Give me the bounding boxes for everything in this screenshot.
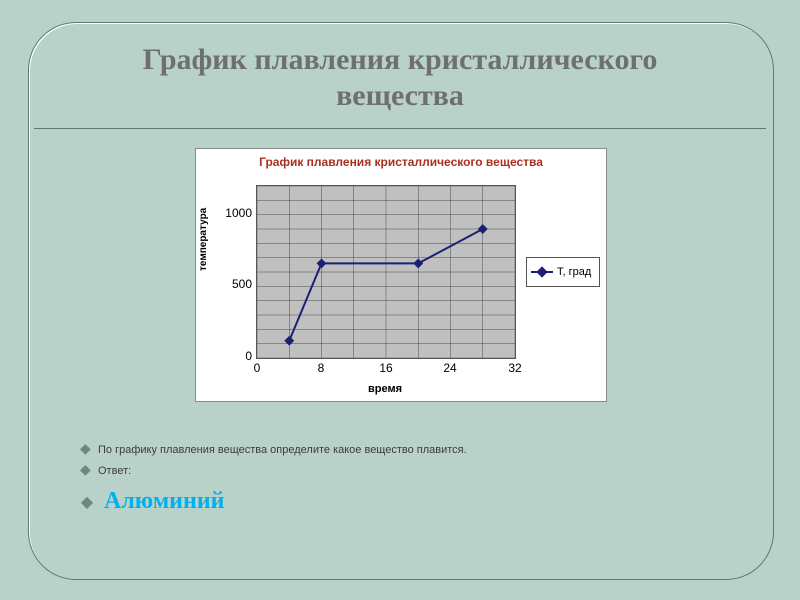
- x-tick: 32: [500, 361, 530, 375]
- bullet-question: ◆ По графику плавления вещества определи…: [80, 440, 720, 457]
- melting-chart: График плавления кристаллического вещест…: [195, 148, 607, 402]
- bullet-answer-value: ◆ Алюминий: [80, 488, 720, 515]
- x-tick: 0: [242, 361, 272, 375]
- title-line-1: График плавления кристаллического: [143, 43, 658, 76]
- bullet-mark-icon: ◆: [80, 492, 94, 512]
- y-tick: 1000: [208, 206, 252, 220]
- x-tick: 8: [306, 361, 336, 375]
- x-tick: 16: [371, 361, 401, 375]
- bullet-mark-icon: ◆: [80, 461, 90, 478]
- gridlines: [257, 186, 515, 358]
- slide-title: График плавления кристаллического вещест…: [80, 42, 720, 114]
- bullet-answer-label: ◆ Ответ:: [80, 461, 720, 478]
- x-axis-label: время: [256, 383, 514, 395]
- legend-swatch: [531, 265, 553, 279]
- answer-text: Алюминий: [104, 488, 224, 515]
- bullet-text: Ответ:: [98, 465, 131, 477]
- bullet-mark-icon: ◆: [80, 440, 90, 457]
- chart-title: График плавления кристаллического вещест…: [196, 155, 606, 169]
- plot-area: [256, 185, 516, 359]
- y-tick: 500: [208, 277, 252, 291]
- bullet-text: По графику плавления вещества определите…: [98, 444, 467, 456]
- chart-svg: [257, 186, 515, 358]
- title-underline: [34, 128, 766, 129]
- title-line-2: вещества: [336, 79, 464, 112]
- legend-label: Т, град: [557, 266, 591, 278]
- bullet-list: ◆ По графику плавления вещества определи…: [80, 440, 720, 515]
- chart-legend: Т, град: [526, 257, 600, 287]
- x-tick: 24: [435, 361, 465, 375]
